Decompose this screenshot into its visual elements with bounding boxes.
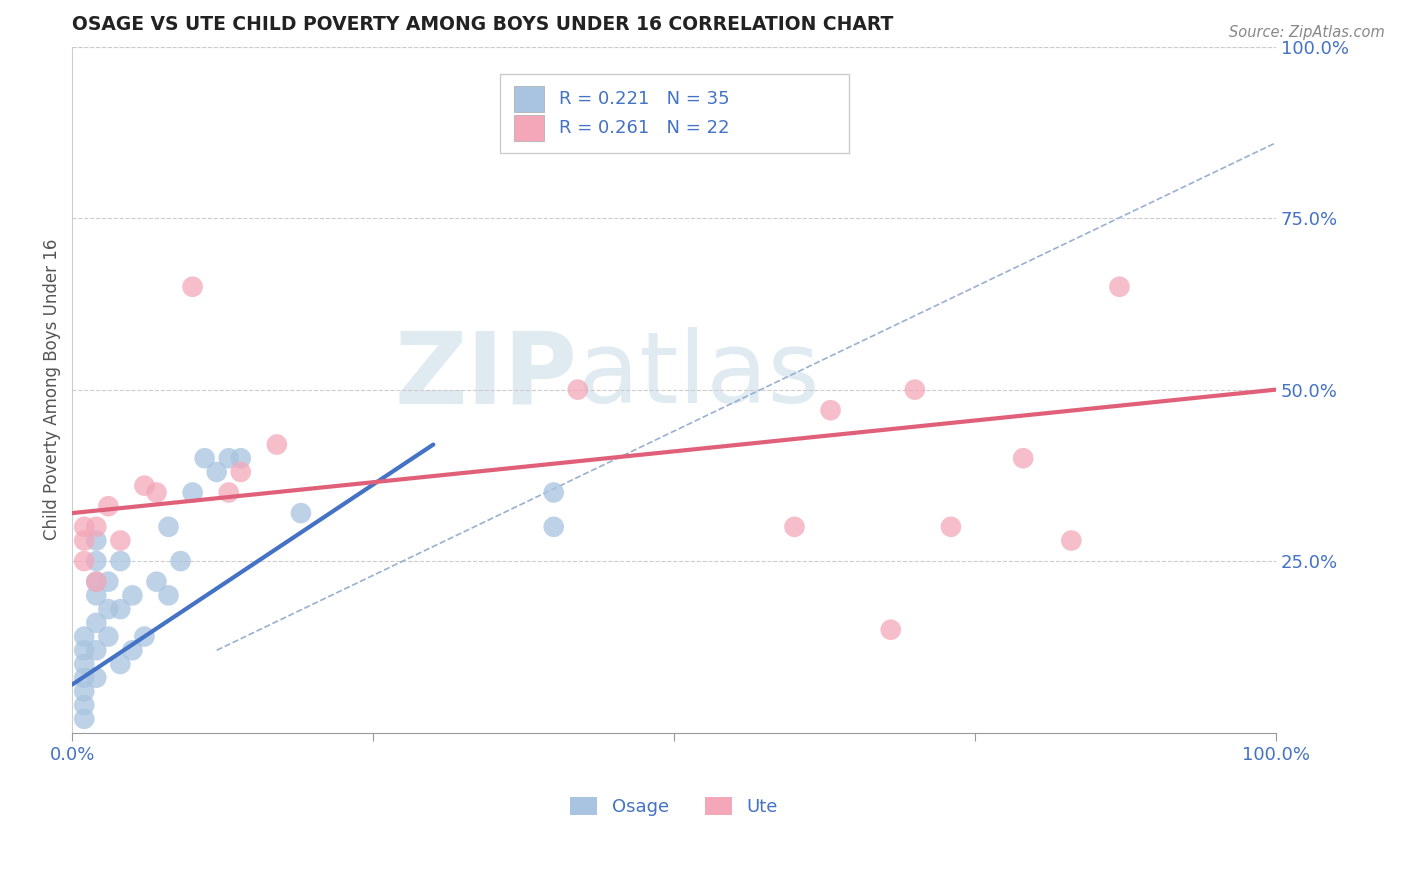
Point [110, 657, 132, 671]
Point [110, 533, 132, 548]
Text: R = 0.221   N = 35: R = 0.221 N = 35 [558, 90, 730, 108]
Point [73, 520, 96, 534]
Point [97, 574, 120, 589]
Point [543, 520, 565, 534]
Point [73, 671, 96, 685]
Point [169, 554, 191, 568]
Point [1012, 451, 1035, 466]
Legend: Osage, Ute: Osage, Ute [562, 789, 785, 823]
Point [543, 485, 565, 500]
Point [1108, 279, 1130, 293]
Point [84, 574, 107, 589]
Point [194, 451, 217, 466]
Point [904, 383, 927, 397]
Point [229, 465, 252, 479]
Point [84, 615, 107, 630]
Point [84, 520, 107, 534]
Point [73, 684, 96, 698]
Point [134, 630, 156, 644]
Point [290, 506, 312, 520]
FancyBboxPatch shape [515, 115, 544, 141]
Point [145, 485, 167, 500]
Text: atlas: atlas [578, 327, 820, 425]
Point [97, 602, 120, 616]
Point [218, 485, 240, 500]
Point [121, 588, 143, 602]
Point [97, 500, 120, 514]
Point [820, 403, 842, 417]
Point [84, 533, 107, 548]
Point [73, 643, 96, 657]
Point [73, 698, 96, 713]
Text: OSAGE VS UTE CHILD POVERTY AMONG BOYS UNDER 16 CORRELATION CHART: OSAGE VS UTE CHILD POVERTY AMONG BOYS UN… [72, 15, 894, 34]
Text: Source: ZipAtlas.com: Source: ZipAtlas.com [1229, 25, 1385, 40]
Point [84, 643, 107, 657]
Point [84, 588, 107, 602]
Point [880, 623, 903, 637]
Point [97, 630, 120, 644]
Point [73, 657, 96, 671]
Point [84, 554, 107, 568]
Point [218, 451, 240, 466]
Point [939, 520, 962, 534]
Point [157, 588, 180, 602]
Point [567, 383, 589, 397]
Point [73, 712, 96, 726]
FancyBboxPatch shape [515, 86, 544, 112]
Point [84, 574, 107, 589]
Point [266, 437, 288, 451]
Point [1060, 533, 1083, 548]
Point [110, 602, 132, 616]
Point [181, 279, 204, 293]
Point [121, 643, 143, 657]
Point [134, 478, 156, 492]
Point [181, 485, 204, 500]
Y-axis label: Child Poverty Among Boys Under 16: Child Poverty Among Boys Under 16 [44, 239, 60, 541]
Point [229, 451, 252, 466]
Point [73, 630, 96, 644]
Point [73, 554, 96, 568]
Point [157, 520, 180, 534]
Text: ZIP: ZIP [395, 327, 578, 425]
Point [110, 554, 132, 568]
Point [205, 465, 228, 479]
Point [73, 533, 96, 548]
FancyBboxPatch shape [499, 74, 849, 153]
Text: R = 0.261   N = 22: R = 0.261 N = 22 [558, 120, 730, 137]
Point [145, 574, 167, 589]
Point [783, 520, 806, 534]
Point [84, 671, 107, 685]
